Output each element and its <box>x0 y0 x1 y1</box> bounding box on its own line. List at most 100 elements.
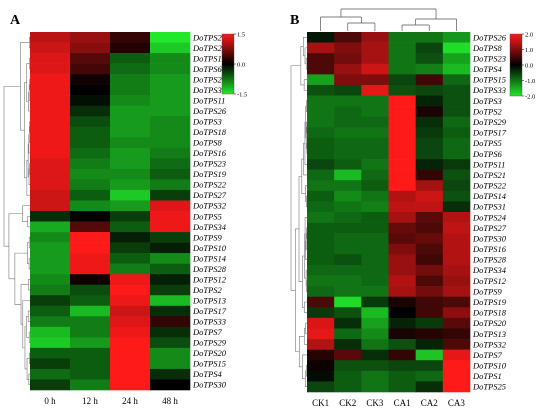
panel-b-cell-DoTPS14-CA3 <box>442 190 471 202</box>
panel-b-cell-DoTPS11-CA3 <box>442 159 471 170</box>
panel-a-row-label: DoTPS19 <box>192 169 227 179</box>
panel-b-cell-DoTPS30-CA2 <box>415 233 444 245</box>
panel-a-dendrogram-branch <box>28 237 30 249</box>
panel-b-cell-DoTPS2-CK2 <box>334 106 362 118</box>
panel-b-cell-DoTPS17-CA2 <box>415 127 444 139</box>
panel-b-cell-DoTPS5-CK2 <box>334 137 362 149</box>
panel-a-cell-DoTPS28-48h <box>150 263 191 275</box>
panel-a-cell-DoTPS16-0h <box>30 147 71 159</box>
panel-b-cell-DoTPS22-CA1 <box>388 180 416 192</box>
panel-b-dendrogram-branch <box>306 280 307 292</box>
panel-b-cell-DoTPS3-CK2 <box>334 95 362 107</box>
panel-b-cell-DoTPS9-CK1 <box>307 286 335 298</box>
panel-b-cell-DoTPS7-CK1 <box>307 349 335 361</box>
panel-b-dendrogram-branch <box>299 336 305 368</box>
panel-b-cell-DoTPS7-CA1 <box>388 349 416 361</box>
panel-b-row-label: DoTPS18 <box>472 308 507 318</box>
panel-b-row-label: DoTPS21 <box>472 170 506 180</box>
panel-b-colorbar-tick-label: -2.0 <box>525 93 535 100</box>
panel-b-cell-DoTPS16-CA2 <box>415 243 444 255</box>
panel-a-dendrogram-branch <box>27 215 30 228</box>
panel-b-cell-DoTPS1-CA2 <box>415 370 444 382</box>
panel-b-cell-DoTPS26-CA2 <box>415 32 444 43</box>
panel-b-column-label: CK3 <box>366 398 384 408</box>
panel-b-cell-DoTPS14-CK2 <box>334 190 362 202</box>
panel-a-cell-DoTPS30-0h <box>30 379 71 391</box>
panel-b-row-label: DoTPS29 <box>472 117 507 127</box>
panel-a-cell-DoTPS27-24h <box>110 189 151 201</box>
panel-b-cell-DoTPS33-CA3 <box>442 84 471 96</box>
panel-b-cell-DoTPS18-CK1 <box>307 307 335 319</box>
panel-a-cell-DoTPS25-0h <box>30 74 71 85</box>
panel-a-cell-DoTPS17-24h <box>110 305 151 317</box>
panel-b-cell-DoTPS23-CK2 <box>334 53 362 65</box>
panel-b-cell-DoTPS12-CA2 <box>415 275 444 287</box>
panel-a-cell-DoTPS9-48h <box>150 232 191 243</box>
panel-b-cell-DoTPS29-CK3 <box>361 116 389 128</box>
panel-a-dendrogram-branch <box>29 352 30 364</box>
panel-a-cell-DoTPS33-0h <box>30 316 71 328</box>
panel-b-cell-DoTPS20-CK1 <box>307 317 335 329</box>
panel-a-dendrogram-branch <box>28 258 30 270</box>
panel-b-cell-DoTPS15-CA3 <box>442 74 471 86</box>
panel-a-cell-DoTPS10-12h <box>70 242 111 254</box>
panel-a-cell-DoTPS34-0h <box>30 221 71 233</box>
panel-a-row-label: DoTPS10 <box>192 243 227 253</box>
panel-a-row-label: DoTPS26 <box>192 106 227 116</box>
panel-b-cell-DoTPS34-CK2 <box>334 264 362 276</box>
panel-b-cell-DoTPS5-CK1 <box>307 137 335 149</box>
panel-a-dendrogram-branch <box>20 284 29 325</box>
panel-a-cell-DoTPS25-24h <box>110 74 151 85</box>
panel-b-row-labels: DoTPS26DoTPS8DoTPS23DoTPS4DoTPS15DoTPS33… <box>472 32 507 391</box>
panel-a-cell-DoTPS28-12h <box>70 263 111 275</box>
panel-a-cell-DoTPS4-0h <box>30 368 71 380</box>
panel-a-cell-DoTPS16-12h <box>70 147 111 159</box>
panel-b-dendrogram-branch <box>290 65 301 291</box>
panel-b-cell-DoTPS6-CA3 <box>442 148 471 160</box>
panel-a-dendrogram-branch <box>26 315 30 338</box>
panel-b-cell-DoTPS3-CK1 <box>307 95 335 107</box>
panel-b-cell-DoTPS22-CK2 <box>334 180 362 192</box>
panel-b-cell-DoTPS23-CA1 <box>388 53 416 65</box>
panel-b-row-label: DoTPS15 <box>472 75 506 85</box>
panel-b-cell-DoTPS16-CA1 <box>388 243 416 255</box>
panel-a-cell-DoTPS2-0h <box>30 284 71 296</box>
panel-b-cell-DoTPS28-CA3 <box>442 254 471 266</box>
panel-b-cell-DoTPS25-CK1 <box>307 381 335 393</box>
panel-b-cell-DoTPS31-CA2 <box>415 201 444 213</box>
panel-b-cell-DoTPS1-CK2 <box>334 370 362 382</box>
panel-b-cell-DoTPS27-CK1 <box>307 222 335 234</box>
panel-a-cell-DoTPS34-24h <box>110 221 151 233</box>
panel-b-cell-DoTPS33-CK2 <box>334 84 362 96</box>
panel-a-cell-DoTPS28-0h <box>30 263 71 275</box>
panel-b-cell-DoTPS34-CA1 <box>388 264 416 276</box>
panel-a-cell-DoTPS14-48h <box>150 253 191 264</box>
panel-b: B DoTPS26DoTPS8DoTPS23DoTPS4DoTPS15DoTPS… <box>290 8 535 408</box>
panel-a-cell-DoTPS29-12h <box>70 337 111 349</box>
panel-a-cell-DoTPS15-24h <box>110 358 151 370</box>
panel-b-cell-DoTPS2-CA2 <box>415 106 444 118</box>
panel-a-cell-DoTPS19-0h <box>30 168 71 180</box>
panel-b-cell-DoTPS3-CA3 <box>442 95 471 107</box>
panel-a-cell-DoTPS5-0h <box>30 211 71 222</box>
panel-a-cell-DoTPS33-48h <box>150 316 191 328</box>
panel-b-cell-DoTPS9-CA2 <box>415 286 444 298</box>
panel-a-cell-DoTPS21-0h <box>30 32 71 43</box>
panel-b-cell-DoTPS5-CK3 <box>361 137 389 149</box>
panel-b-colorbar-tick-label: 0.0 <box>525 62 533 69</box>
panel-b-cell-DoTPS16-CA3 <box>442 243 471 255</box>
panel-a-row-label: DoTPS9 <box>192 232 223 242</box>
panel-b-cell-DoTPS12-CK3 <box>361 275 389 287</box>
panel-b-cell-DoTPS21-CA2 <box>415 169 444 181</box>
panel-a-cell-DoTPS16-24h <box>110 147 151 159</box>
panel-b-cell-DoTPS6-CK3 <box>361 148 389 160</box>
panel-a-cell-DoTPS18-12h <box>70 126 111 138</box>
panel-b-dendrogram-branch <box>303 79 307 91</box>
panel-b-cell-DoTPS31-CK1 <box>307 201 335 213</box>
panel-b-cell-DoTPS23-CK1 <box>307 53 335 65</box>
panel-b-colorbar-gradient <box>509 33 523 97</box>
panel-a-cell-DoTPS9-12h <box>70 232 111 243</box>
panel-a-dendrogram-branch <box>22 205 30 222</box>
panel-a-dendrogram-branch <box>3 86 21 247</box>
panel-a-cell-DoTPS5-48h <box>150 211 191 222</box>
